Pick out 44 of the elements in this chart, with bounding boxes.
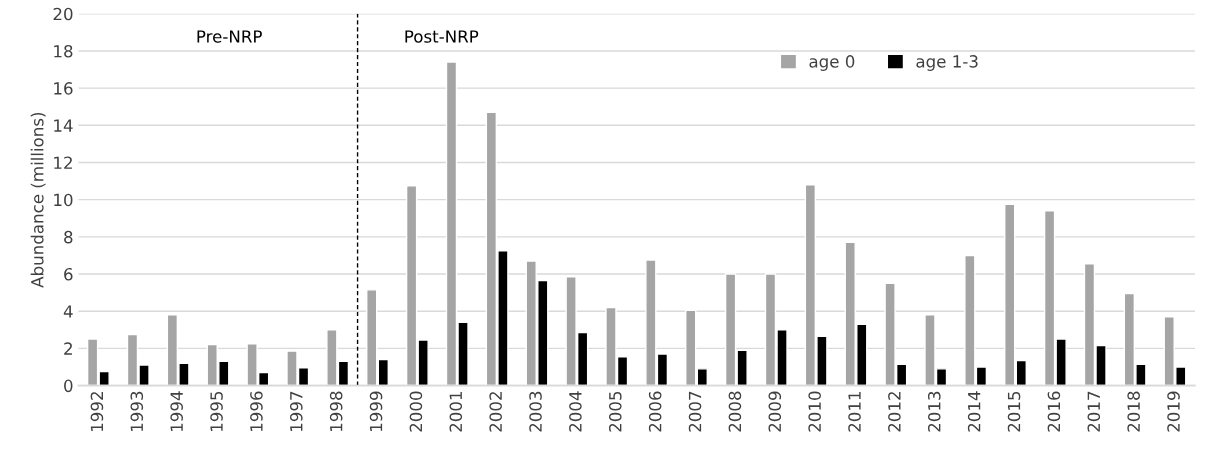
y-axis-title: Abundance (millions) <box>30 112 46 288</box>
x-tick-label: 2015 <box>1007 391 1021 432</box>
y-tick-label: 18 <box>54 44 73 58</box>
annotation: Post-NRP <box>405 30 479 43</box>
x-tick-label: 1996 <box>250 391 263 432</box>
x-tick-label: 2006 <box>648 391 662 432</box>
x-tick-label: 2017 <box>1087 391 1101 432</box>
x-tick-label: 2016 <box>1047 391 1061 432</box>
x-tick-label: 2005 <box>608 391 622 432</box>
y-tick-label: 10 <box>54 193 73 207</box>
x-tick-label: 2014 <box>967 391 981 432</box>
x-tick-label: 2000 <box>409 391 423 432</box>
x-tick-label: 2012 <box>888 392 901 432</box>
x-tick-label: 2018 <box>1127 391 1140 432</box>
x-tick-label: 2002 <box>489 392 502 432</box>
legend-label: age 1-3 <box>916 55 978 71</box>
x-tick-label: 2001 <box>449 391 463 432</box>
y-tick-label: 20 <box>53 7 73 21</box>
x-tick-label: 1992 <box>90 392 104 432</box>
x-tick-label: 1997 <box>289 391 303 432</box>
x-tick-label: 2008 <box>728 391 742 432</box>
y-tick-label: 2 <box>64 342 72 355</box>
x-tick-label: 2010 <box>808 391 821 432</box>
x-tick-label: 2003 <box>529 391 542 432</box>
y-tick-label: 8 <box>64 230 73 244</box>
x-tick-label: 1994 <box>170 391 183 432</box>
annotation: Pre-NRP <box>197 30 262 43</box>
x-tick-label: 2013 <box>927 391 941 432</box>
x-tick-label: 2011 <box>848 391 861 432</box>
x-tick-label: 1993 <box>130 391 144 432</box>
y-tick-label: 12 <box>54 156 72 169</box>
y-tick-label: 14 <box>54 119 73 132</box>
y-tick-label: 16 <box>54 82 73 95</box>
x-tick-label: 2019 <box>1167 391 1180 432</box>
y-tick-label: 0 <box>64 379 73 393</box>
x-tick-label: 1998 <box>329 391 343 432</box>
x-tick-label: 2007 <box>688 391 702 432</box>
x-tick-label: 2009 <box>768 391 782 432</box>
y-tick-label: 6 <box>64 267 73 281</box>
x-tick-label: 1999 <box>369 391 383 432</box>
x-tick-label: 1995 <box>210 391 223 432</box>
y-tick-label: 4 <box>63 305 73 318</box>
legend-label: age 0 <box>809 55 855 71</box>
x-tick-label: 2004 <box>569 391 582 432</box>
